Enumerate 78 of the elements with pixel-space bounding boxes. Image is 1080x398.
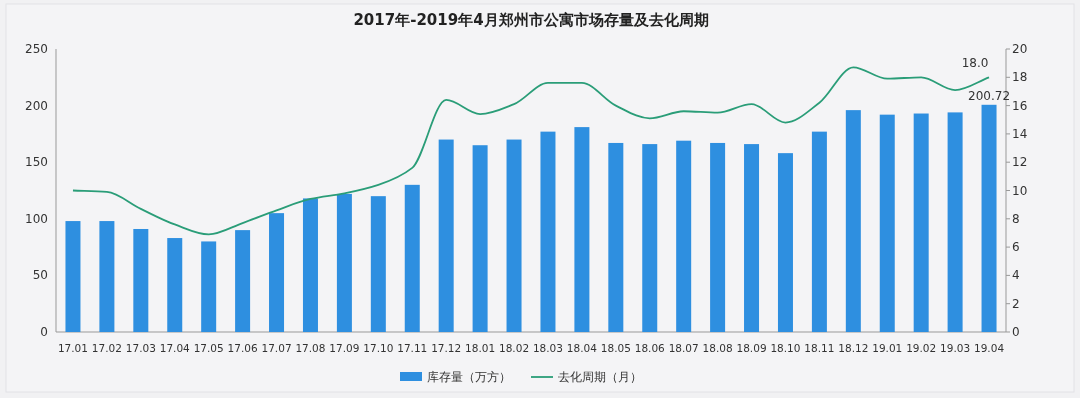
bar: [235, 230, 251, 332]
y2-tick-label: 4: [1012, 268, 1020, 283]
y-tick-label: 200: [25, 98, 48, 113]
x-tick-label: 18.11: [804, 342, 835, 354]
x-tick-label: 17.06: [227, 342, 258, 354]
bar: [65, 221, 81, 332]
x-tick-label: 17.12: [431, 342, 462, 354]
x-tick-label: 18.06: [634, 342, 666, 354]
bar: [879, 114, 895, 332]
x-tick-label: 17.08: [295, 342, 326, 354]
x-tick-label: 17.01: [57, 342, 88, 354]
x-tick-label: 18.12: [838, 342, 869, 354]
x-tick-label: 19.01: [872, 342, 903, 354]
y2-tick-label: 18: [1012, 70, 1028, 85]
x-tick-label: 17.09: [329, 342, 360, 354]
bar: [710, 142, 726, 332]
bar: [99, 221, 115, 332]
y-tick-label: 0: [40, 325, 48, 339]
x-tick-label: 17.11: [397, 342, 428, 354]
bar: [370, 196, 386, 332]
y-tick-label: 150: [25, 155, 48, 170]
x-tick-label: 19.02: [906, 342, 937, 354]
y-tick-label: 250: [25, 42, 48, 56]
x-tick-label: 17.03: [125, 342, 156, 354]
y-tick-label: 50: [32, 268, 48, 283]
bar: [845, 110, 861, 332]
bar: [269, 213, 285, 332]
x-tick-label: 18.07: [668, 342, 699, 354]
y2-tick-label: 16: [1012, 98, 1028, 113]
x-tick-label: 17.10: [363, 342, 394, 354]
bar: [744, 144, 760, 332]
bar: [506, 139, 522, 332]
y2-tick-label: 14: [1012, 126, 1028, 141]
bar: [472, 145, 488, 332]
bar: [438, 139, 454, 332]
bar: [404, 184, 420, 332]
y2-tick-label: 20: [1012, 42, 1028, 56]
x-tick-label: 18.01: [465, 342, 496, 354]
bar: [133, 228, 149, 332]
y2-tick-label: 10: [1012, 183, 1028, 198]
x-tick-label: 18.10: [770, 342, 801, 354]
data-label: 200.72: [968, 88, 1011, 103]
x-tick-label: 18.08: [702, 342, 733, 354]
x-tick-label: 17.04: [159, 342, 191, 354]
x-tick-label: 18.04: [566, 342, 598, 354]
y2-tick-label: 0: [1012, 325, 1020, 339]
bar: [642, 144, 658, 332]
y2-tick-label: 12: [1012, 155, 1028, 170]
bar: [947, 112, 963, 332]
x-tick-label: 18.02: [499, 342, 530, 354]
y2-tick-label: 2: [1012, 296, 1020, 311]
data-label: 18.0: [961, 56, 989, 71]
x-tick-label: 18.03: [532, 342, 563, 354]
bar: [201, 241, 217, 332]
bar: [981, 104, 997, 332]
bar: [302, 198, 318, 332]
legend-label: 库存量（万方）: [427, 370, 511, 384]
bar: [336, 193, 352, 332]
x-tick-label: 19.03: [940, 342, 971, 354]
bar: [676, 140, 692, 332]
chart-title: 2017年-2019年4月郑州市公寓市场存量及去化周期: [353, 11, 709, 29]
bar: [608, 142, 624, 332]
bar: [167, 238, 183, 332]
y2-tick-label: 8: [1012, 211, 1020, 226]
bar: [540, 131, 556, 332]
x-tick-label: 17.07: [261, 342, 292, 354]
x-tick-label: 17.02: [91, 342, 122, 354]
x-tick-label: 17.05: [193, 342, 224, 354]
y2-tick-label: 6: [1012, 240, 1020, 255]
y-tick-label: 100: [25, 211, 48, 226]
bar: [574, 127, 590, 332]
legend-label: 去化周期（月）: [558, 370, 642, 384]
x-tick-label: 19.04: [974, 342, 1005, 354]
bar: [777, 153, 793, 332]
x-tick-label: 18.05: [600, 342, 631, 354]
bar: [811, 131, 827, 332]
x-tick-label: 18.09: [736, 342, 767, 354]
bar: [913, 113, 929, 332]
